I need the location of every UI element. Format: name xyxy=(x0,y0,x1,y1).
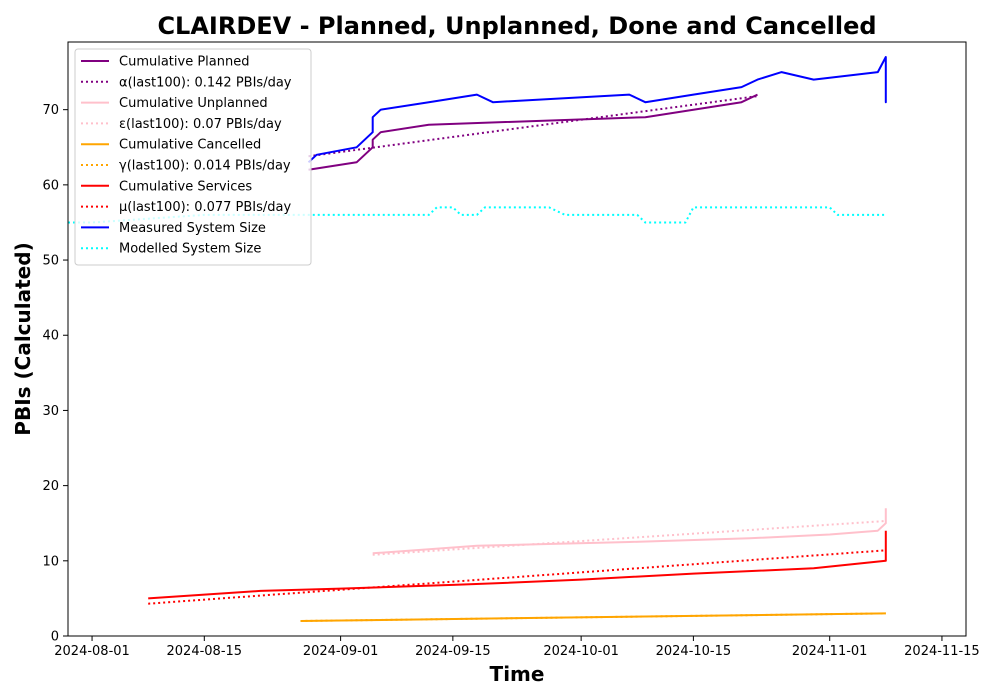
legend-box xyxy=(74,48,312,266)
x-tick-label-6: 2024-11-01 xyxy=(792,644,868,659)
y-tick-label-0: 0 xyxy=(51,630,59,645)
x-axis-label: Time xyxy=(490,662,545,686)
x-tick-label-1: 2024-08-15 xyxy=(167,644,243,659)
series-line-measured-system-size xyxy=(307,56,887,164)
series-layer xyxy=(68,56,887,622)
legend-label-cumulative-planned: Cumulative Planned xyxy=(119,55,249,70)
y-tick-label-2: 20 xyxy=(42,479,59,494)
chart-title: CLAIRDEV - Planned, Unplanned, Done and … xyxy=(157,12,876,40)
y-tick-label-7: 70 xyxy=(42,103,59,118)
series-line-cumulative-planned xyxy=(308,93,758,171)
legend-label-cumulative-services: Cumulative Services xyxy=(119,179,252,194)
y-axis-label: PBIs (Calculated) xyxy=(11,242,35,435)
series-line-cumulative-unplanned xyxy=(372,508,887,555)
y-tick-label-3: 30 xyxy=(42,404,59,419)
legend-label-last100-0-014-pbis-day: γ(last100): 0.014 PBIs/day xyxy=(119,159,291,174)
x-tick-label-2: 2024-09-01 xyxy=(303,644,379,659)
legend-label-last100-0-07-pbis-day: ε(last100): 0.07 PBIs/day xyxy=(119,117,282,132)
legend-label-cumulative-unplanned: Cumulative Unplanned xyxy=(119,96,268,111)
series-line-last100-0-077-pbis-day xyxy=(148,549,886,605)
axes-frame xyxy=(67,41,967,637)
legend-label-modelled-system-size: Modelled System Size xyxy=(119,242,261,257)
y-tick-label-6: 60 xyxy=(42,178,59,193)
y-tick-label-4: 40 xyxy=(42,329,59,344)
y-tick-label-5: 50 xyxy=(42,254,59,269)
legend: Cumulative Planned α(last100): 0.142 PBIs… xyxy=(74,48,312,266)
x-tick-label-5: 2024-10-15 xyxy=(656,644,732,659)
legend-label-cumulative-cancelled: Cumulative Cancelled xyxy=(119,138,261,153)
series-line-cumulative-services xyxy=(148,530,887,600)
series-line-cumulative-cancelled xyxy=(300,612,886,622)
series-line-last100-0-07-pbis-day xyxy=(372,520,886,556)
y-tick-label-1: 10 xyxy=(42,554,59,569)
legend-label-measured-system-size: Measured System Size xyxy=(119,221,266,236)
legend-label-last100-0-077-pbis-day: μ(last100): 0.077 PBIs/day xyxy=(119,200,291,215)
x-axis-ticks: 2024-08-01 2024-08-15 2024-09-01 2024-09-15… xyxy=(54,636,980,659)
x-tick-label-7: 2024-11-15 xyxy=(904,644,980,659)
y-axis-ticks: 0 10 20 30 40 50 60 70 xyxy=(42,103,68,645)
legend-label-last100-0-142-pbis-day: α(last100): 0.142 PBIs/day xyxy=(119,75,292,90)
x-tick-label-3: 2024-09-15 xyxy=(415,644,491,659)
series-line-last100-0-142-pbis-day xyxy=(308,95,758,158)
x-tick-label-0: 2024-08-01 xyxy=(54,644,130,659)
x-tick-label-4: 2024-10-01 xyxy=(543,644,619,659)
series-line-modelled-system-size xyxy=(68,206,886,224)
